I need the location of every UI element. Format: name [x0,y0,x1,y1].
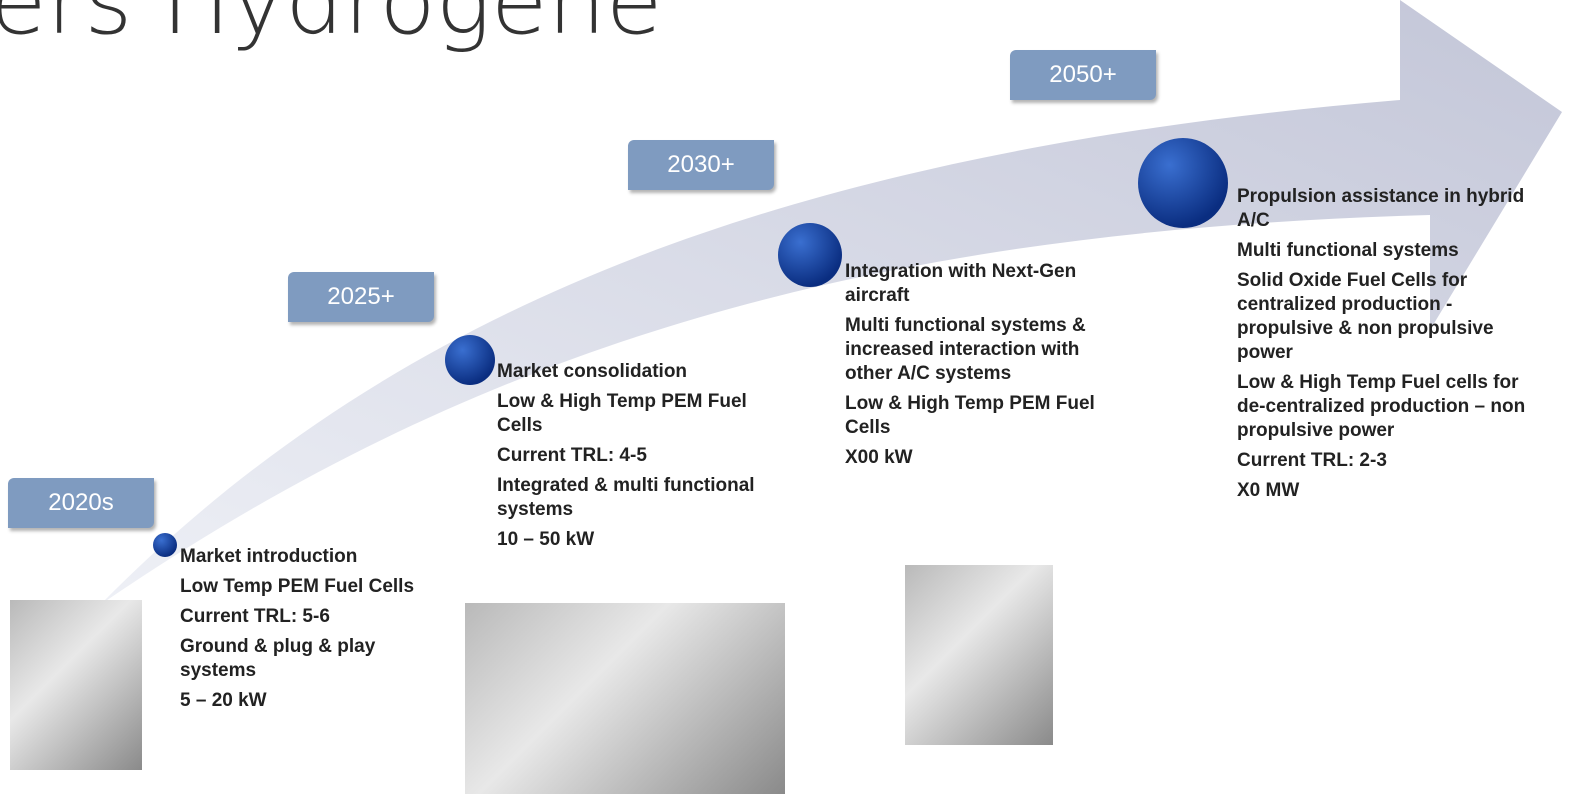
milestone-item: Current TRL: 4-5 [497,444,782,468]
milestone-item: Current TRL: 5-6 [180,605,448,629]
milestone-dot [445,335,495,385]
slide: ers Hydrogène (() => { const data = JSON… [0,0,1588,794]
milestone-text: Integration with Next-Gen aircraft Multi … [845,260,1125,476]
photo [905,565,1053,745]
milestone-item: Low Temp PEM Fuel Cells [180,575,448,599]
year-label: 2030+ [628,140,774,190]
milestone-item: Low & High Temp PEM Fuel Cells [497,390,782,438]
milestone-item: Integrated & multi functional systems [497,474,782,522]
milestone-item: Ground & plug & play systems [180,635,448,683]
year-label: 2025+ [288,272,434,322]
milestone-text: Market introduction Low Temp PEM Fuel Cel… [180,545,448,719]
milestone-heading: Market consolidation [497,360,782,384]
milestone-item: X0 MW [1237,479,1537,503]
milestone-item: Low & High Temp Fuel cells for de-centra… [1237,371,1537,443]
photo [10,600,142,770]
slide-title: ers Hydrogène [0,0,662,55]
milestone-heading: Propulsion assistance in hybrid A/C [1237,185,1537,233]
milestone-dot [778,223,842,287]
milestone-dot [1138,138,1228,228]
year-label: 2050+ [1010,50,1156,100]
year-label: 2020s [8,478,154,528]
milestone-item: Current TRL: 2-3 [1237,449,1537,473]
milestone-heading: Market introduction [180,545,448,569]
milestone-item: X00 kW [845,446,1125,470]
milestone-item: Multi functional systems [1237,239,1537,263]
milestone-dot [153,533,177,557]
photo [465,603,785,794]
milestone-item: 10 – 50 kW [497,528,782,552]
milestone-text: Market consolidation Low & High Temp PEM … [497,360,782,558]
milestone-item: 5 – 20 kW [180,689,448,713]
milestone-item: Multi functional systems & increased int… [845,314,1125,386]
milestone-heading: Integration with Next-Gen aircraft [845,260,1125,308]
milestone-item: Solid Oxide Fuel Cells for centralized p… [1237,269,1537,365]
milestone-item: Low & High Temp PEM Fuel Cells [845,392,1125,440]
milestone-text: Propulsion assistance in hybrid A/C Multi… [1237,185,1537,509]
